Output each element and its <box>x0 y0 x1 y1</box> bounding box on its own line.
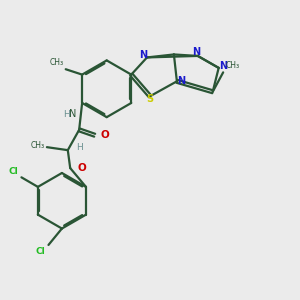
Text: N: N <box>69 109 76 119</box>
Text: N: N <box>139 50 147 60</box>
Text: CH₃: CH₃ <box>30 142 44 151</box>
Text: N: N <box>192 47 200 57</box>
Text: O: O <box>77 163 86 173</box>
Text: CH₃: CH₃ <box>49 58 63 68</box>
Text: H: H <box>76 143 83 152</box>
Text: S: S <box>146 94 154 103</box>
Text: Cl: Cl <box>8 167 18 176</box>
Text: O: O <box>100 130 109 140</box>
Text: Cl: Cl <box>36 247 46 256</box>
Text: H: H <box>63 110 70 118</box>
Text: N: N <box>219 61 227 71</box>
Text: N: N <box>178 76 186 86</box>
Text: CH₃: CH₃ <box>226 61 240 70</box>
